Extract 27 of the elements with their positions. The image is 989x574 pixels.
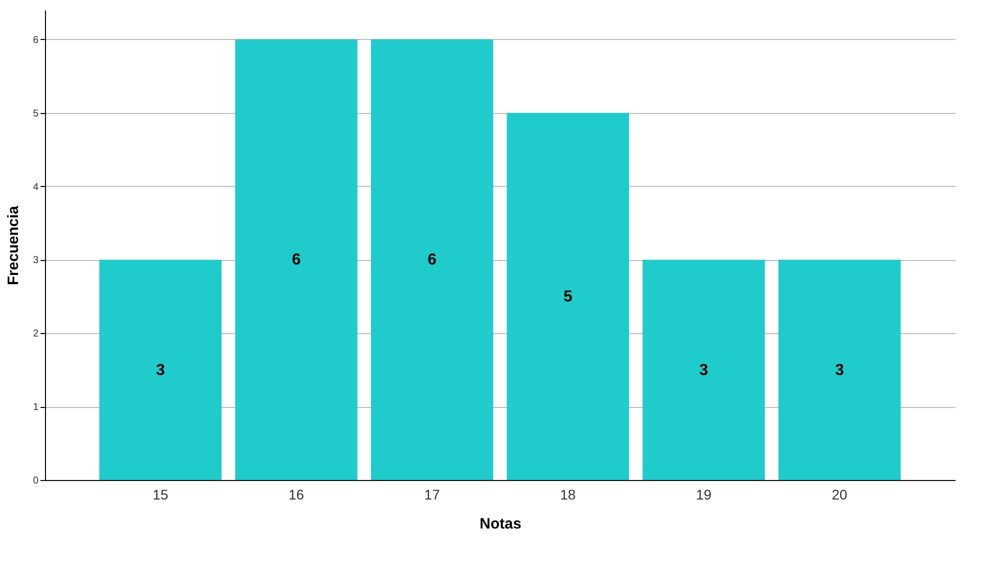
- x-tick-label: 17: [424, 486, 440, 502]
- y-axis-title: Frecuencia: [4, 205, 22, 286]
- x-tick-label: 20: [832, 486, 848, 502]
- x-tick-label: 16: [288, 486, 304, 502]
- y-tick-label: 3: [32, 255, 39, 266]
- bar: [99, 260, 222, 480]
- x-tick-label: 19: [696, 486, 712, 502]
- y-tick-label: 2: [32, 328, 39, 340]
- y-tick-label: 4: [32, 182, 39, 193]
- y-tick-label: 5: [32, 108, 39, 120]
- y-tick-label: 1: [32, 402, 39, 414]
- x-axis-title: Notas: [480, 516, 522, 532]
- data-label: 3: [835, 362, 844, 379]
- data-label: 3: [156, 362, 165, 379]
- bar: [506, 112, 630, 480]
- bar: [235, 39, 358, 480]
- bar: [370, 39, 494, 480]
- y-tick-label: 6: [32, 34, 39, 46]
- bar: [642, 260, 765, 480]
- data-label: 6: [292, 252, 301, 269]
- y-tick-label: 0: [32, 476, 39, 486]
- x-tick-label: 18: [560, 486, 576, 502]
- x-tick-label: 15: [152, 486, 168, 502]
- data-label: 3: [699, 362, 708, 379]
- bar: [778, 260, 901, 480]
- data-label: 5: [563, 288, 572, 306]
- data-label: 6: [428, 252, 437, 269]
